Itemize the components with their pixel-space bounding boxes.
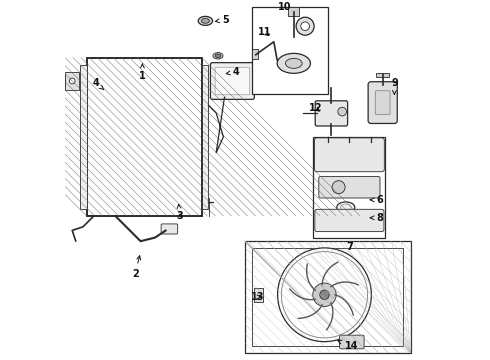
Bar (60, 76, 65, 86)
Ellipse shape (341, 204, 351, 211)
Text: 8: 8 (370, 213, 384, 223)
Text: 4: 4 (92, 78, 104, 90)
FancyBboxPatch shape (368, 82, 397, 123)
Circle shape (332, 181, 345, 194)
Text: 9: 9 (391, 78, 398, 94)
Bar (87, 58, 202, 216)
Text: 4: 4 (226, 67, 240, 77)
Text: 14: 14 (338, 340, 358, 351)
Bar (245, 241, 411, 353)
Text: 1: 1 (139, 64, 146, 81)
Ellipse shape (201, 18, 209, 23)
Ellipse shape (213, 53, 223, 59)
Bar (252, 7, 328, 94)
Circle shape (338, 107, 346, 116)
Ellipse shape (286, 58, 302, 68)
FancyBboxPatch shape (210, 63, 254, 99)
FancyBboxPatch shape (161, 224, 178, 234)
Bar (87, 58, 202, 216)
FancyBboxPatch shape (315, 138, 384, 172)
Bar (252, 248, 403, 346)
Text: 10: 10 (278, 2, 292, 12)
Circle shape (301, 22, 310, 31)
Text: 2: 2 (132, 256, 141, 279)
FancyBboxPatch shape (319, 176, 380, 198)
Bar (65, 72, 79, 90)
Ellipse shape (337, 202, 355, 213)
FancyBboxPatch shape (375, 91, 390, 114)
Bar (80, 65, 87, 209)
Ellipse shape (215, 54, 221, 58)
Text: 6: 6 (370, 195, 383, 205)
Text: 12: 12 (308, 103, 322, 113)
Text: 7: 7 (346, 242, 353, 252)
Circle shape (313, 283, 336, 306)
Text: 3: 3 (177, 204, 184, 221)
FancyBboxPatch shape (315, 209, 384, 231)
Text: 5: 5 (216, 15, 228, 25)
Circle shape (296, 17, 314, 35)
Ellipse shape (198, 16, 213, 25)
FancyBboxPatch shape (340, 335, 364, 349)
FancyBboxPatch shape (215, 67, 250, 95)
FancyBboxPatch shape (315, 101, 347, 126)
Bar (254, 288, 263, 302)
Bar (252, 49, 258, 59)
Ellipse shape (277, 53, 310, 73)
Text: 13: 13 (251, 292, 264, 302)
Text: 11: 11 (258, 27, 271, 37)
Bar (314, 137, 386, 238)
Bar (289, 7, 299, 16)
Circle shape (278, 248, 371, 342)
Circle shape (320, 290, 329, 300)
Circle shape (69, 78, 75, 84)
Bar (376, 73, 389, 77)
Bar (202, 65, 208, 209)
